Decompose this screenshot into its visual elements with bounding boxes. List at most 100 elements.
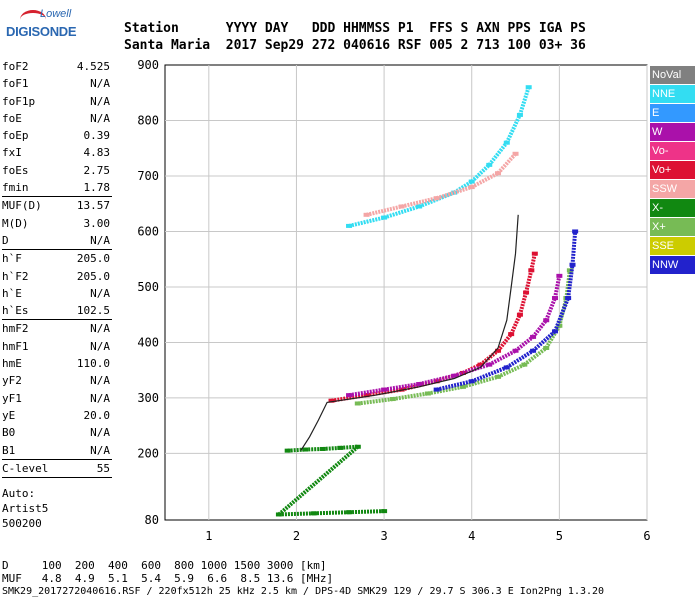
param-value: N/A — [90, 374, 110, 388]
echo-trace — [504, 114, 522, 144]
echo-trace — [544, 297, 557, 321]
param-value: 3.00 — [83, 216, 111, 230]
param-key: yE — [2, 408, 16, 422]
param-separator — [2, 477, 112, 479]
echo-trace — [509, 313, 522, 335]
param-key: foF1 — [2, 77, 29, 91]
echo-trace — [401, 196, 438, 209]
param-row: fxI 4.83 — [2, 144, 112, 161]
echo-point — [556, 273, 563, 278]
param-row: hmF1 N/A — [2, 338, 112, 355]
y-tick-label: 500 — [137, 280, 159, 294]
legend-entry: SSW — [650, 180, 695, 198]
echo-trace — [470, 171, 499, 189]
direction-legend: NoVal NNE E W Vo- Vo+ SSW X- X+ SSE NNW — [650, 66, 695, 275]
echo-trace — [524, 269, 534, 293]
echo-point — [512, 151, 519, 156]
echo-trace — [313, 510, 350, 516]
param-key: fmin — [2, 181, 29, 195]
param-row: foEp 0.39 — [2, 127, 112, 144]
param-value: 110.0 — [76, 357, 110, 371]
scaled-parameters-panel: foF2 4.525 foF1 N/A foF1p N/A foE N/A foEp 0.39 fx… — [2, 58, 112, 479]
param-row: foF1p N/A — [2, 93, 112, 110]
legend-entry: NNE — [650, 85, 695, 103]
legend-entry: NoVal — [650, 66, 695, 84]
echo-points — [275, 85, 579, 517]
param-value: N/A — [90, 286, 110, 300]
param-key: h`Es — [2, 304, 29, 318]
echo-point — [531, 251, 538, 256]
muf-footer: D 100 200 400 600 800 1000 1500 3000 [km… — [2, 559, 333, 585]
param-row: B0 N/A — [2, 424, 112, 441]
param-key: foF2 — [2, 60, 29, 73]
echo-trace — [570, 231, 578, 265]
param-value: N/A — [90, 233, 110, 247]
echo-trace — [436, 379, 473, 392]
param-value: N/A — [90, 443, 110, 457]
param-value: N/A — [90, 339, 110, 353]
y-tick-label: 200 — [137, 446, 159, 460]
echo-trace — [277, 445, 360, 516]
y-tick-label: 900 — [137, 58, 159, 72]
param-key: D — [2, 233, 9, 247]
param-key: fxI — [2, 146, 22, 160]
echo-trace — [357, 397, 394, 406]
echo-trace — [470, 365, 508, 384]
y-tick-label: 80 — [145, 513, 159, 527]
x-tick-label: 6 — [643, 529, 650, 543]
x-tick-label: 5 — [556, 529, 563, 543]
echo-trace — [505, 349, 535, 370]
legend-entry: X- — [650, 199, 695, 217]
param-value: N/A — [90, 94, 110, 108]
param-key: hmF2 — [2, 322, 29, 336]
echo-trace — [514, 335, 535, 353]
echo-trace — [436, 185, 473, 201]
param-separator — [2, 249, 112, 251]
echo-trace — [553, 275, 562, 299]
echo-trace — [427, 384, 464, 396]
x-tick-label: 2 — [293, 529, 300, 543]
param-row: foF1 N/A — [2, 75, 112, 92]
echo-trace — [544, 324, 562, 350]
echo-trace — [383, 204, 420, 220]
auto-program: Artist5 — [2, 502, 49, 515]
param-key: B0 — [2, 426, 16, 440]
echo-trace — [496, 152, 518, 175]
param-row: foEs 2.75 — [2, 162, 112, 179]
header-labels: Station YYYY DAY DDD HHMMSS P1 FFS S AXN… — [124, 21, 586, 36]
param-row: MUF(D) 13.57 — [2, 197, 112, 214]
param-value: N/A — [90, 391, 110, 405]
auto-version: 500200 — [2, 517, 42, 530]
param-row: yF1 N/A — [2, 390, 112, 407]
param-key: foEp — [2, 129, 29, 143]
echo-trace — [497, 362, 526, 379]
echo-trace — [470, 163, 491, 183]
param-row: D N/A — [2, 232, 112, 249]
echo-trace — [418, 373, 455, 387]
echo-trace — [453, 362, 490, 378]
echo-trace — [348, 215, 385, 228]
profile-curve — [300, 214, 519, 451]
param-value: 1.78 — [83, 181, 111, 195]
echo-trace — [488, 348, 517, 367]
param-row: C-level 55 — [2, 460, 112, 477]
digisonde-logo: Lowell DIGISONDE — [4, 6, 114, 46]
param-value: N/A — [90, 322, 110, 336]
param-row: h`F 205.0 — [2, 250, 112, 267]
param-value: 205.0 — [76, 269, 110, 283]
echo-trace — [487, 141, 509, 167]
param-value: 13.57 — [76, 199, 110, 213]
param-value: 4.525 — [76, 60, 110, 73]
param-key: yF1 — [2, 391, 22, 405]
param-value: 2.75 — [83, 163, 111, 177]
footer-muf: MUF 4.8 4.9 5.1 5.4 5.9 6.6 8.5 13.6 [MH… — [2, 572, 334, 585]
y-tick-label: 600 — [137, 224, 159, 238]
echo-point — [381, 509, 388, 514]
param-row: foE N/A — [2, 110, 112, 127]
logo-line1: Lowell — [40, 8, 72, 20]
echo-trace — [529, 253, 537, 271]
echo-trace — [517, 291, 528, 316]
plot-grid — [165, 65, 648, 520]
echo-point — [525, 85, 532, 90]
